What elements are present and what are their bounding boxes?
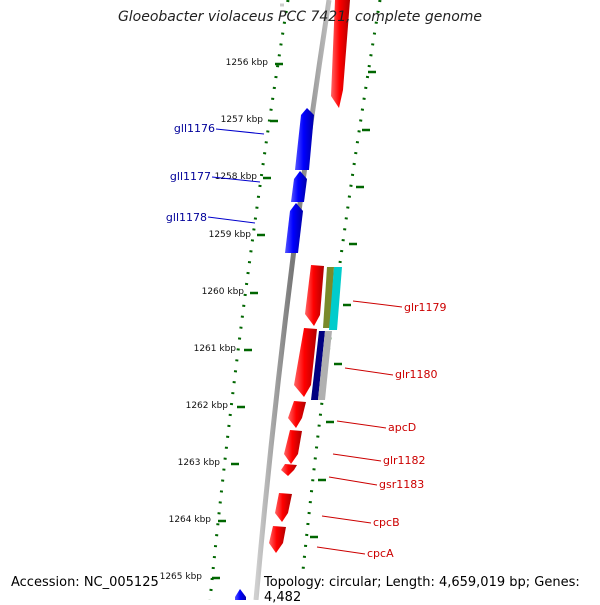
ruler-label: 1256 kbp [226, 58, 269, 68]
gene-label[interactable]: glr1182 [383, 454, 426, 467]
gene-arrow-forward[interactable] [331, 0, 350, 108]
gene-arrow-reverse[interactable] [295, 108, 314, 170]
label-leader [332, 453, 382, 462]
label-leader [207, 216, 256, 224]
gene-arrow-forward[interactable] [305, 265, 324, 326]
gene-arrow-forward[interactable] [294, 328, 317, 397]
ruler-label: 1259 kbp [209, 230, 252, 240]
gene-label[interactable]: glr1180 [395, 368, 438, 381]
feature-band-olive [323, 267, 334, 328]
reverse-gene-labels: gll1176 gll1177 gll1178 [166, 122, 215, 224]
ruler-label: 1263 kbp [178, 458, 221, 468]
ruler-label: 1261 kbp [194, 344, 237, 354]
gene-label[interactable]: cpcA [367, 547, 394, 560]
gene-arrow-forward[interactable] [284, 430, 302, 464]
gene-label[interactable]: cpcB [373, 516, 400, 529]
label-leader [328, 476, 378, 486]
gene-label[interactable]: glr1179 [404, 301, 447, 314]
gene-arrow-reverse[interactable] [291, 171, 307, 202]
label-leader [336, 420, 387, 429]
genome-backbone [253, 0, 332, 601]
label-leader [316, 546, 366, 555]
label-leader [215, 128, 265, 135]
forward-label-leaders [316, 300, 403, 555]
topology-text: Topology: circular; Length: 4,659,019 bp… [262, 575, 600, 605]
ruler-label: 1257 kbp [221, 115, 264, 125]
forward-gene-labels: glr1179 glr1180 apcD glr1182 gsr1183 cpc… [367, 301, 447, 560]
ruler-label: 1260 kbp [202, 287, 245, 297]
gene-label[interactable]: apcD [388, 421, 416, 434]
label-leader [321, 515, 372, 524]
ruler-label: 1264 kbp [169, 515, 212, 525]
feature-band-navy [311, 331, 325, 400]
map-title: Gloeobacter violaceus PCC 7421, complete… [117, 9, 483, 25]
gene-label[interactable]: gll1176 [174, 122, 215, 135]
accession-text: Accession: NC_005125 [9, 575, 161, 590]
label-leader [344, 367, 394, 376]
gene-label[interactable]: gll1178 [166, 211, 207, 224]
ruler-labels: 1256 kbp 1257 kbp 1258 kbp 1259 kbp 1260… [160, 58, 269, 582]
feature-band-grey [318, 331, 332, 400]
gene-arrow-forward[interactable] [281, 464, 297, 476]
gene-arrow-reverse[interactable] [285, 203, 303, 253]
gene-arrow-reverse[interactable] [235, 589, 246, 600]
ruler-label: 1258 kbp [215, 172, 258, 182]
label-leader [211, 176, 261, 183]
reverse-genes [235, 108, 314, 600]
ruler-label: 1265 kbp [160, 572, 203, 582]
gene-label[interactable]: gsr1183 [379, 478, 424, 491]
ruler-label: 1262 kbp [186, 401, 229, 411]
feature-bands [311, 267, 342, 400]
gene-arrow-forward[interactable] [275, 493, 292, 522]
gene-arrow-forward[interactable] [288, 401, 306, 428]
gene-label[interactable]: gll1177 [170, 170, 211, 183]
gene-arrow-forward[interactable] [269, 526, 286, 553]
label-leader [352, 300, 403, 308]
ruler-ticks [212, 62, 376, 598]
feature-band-cyan [329, 267, 342, 330]
reverse-label-leaders [207, 128, 265, 224]
